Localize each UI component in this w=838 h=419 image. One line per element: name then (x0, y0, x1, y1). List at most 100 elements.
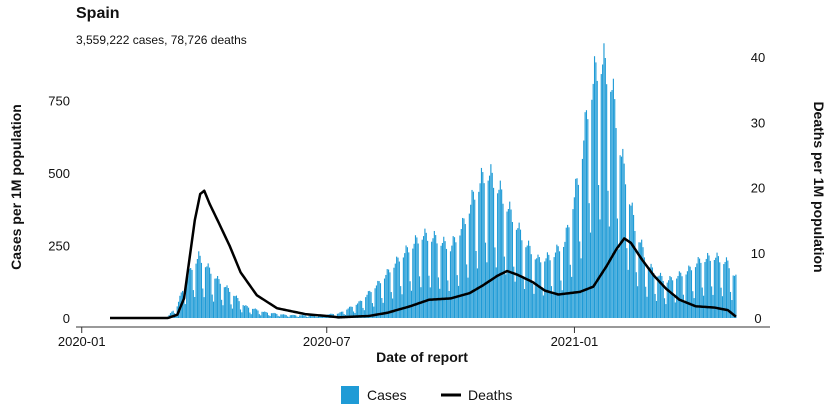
cases-bar (425, 232, 427, 318)
legend-cases-label: Cases (367, 387, 407, 403)
cases-bar (289, 315, 291, 318)
cases-bar (581, 158, 583, 318)
cases-bar (265, 312, 267, 318)
cases-bar (445, 248, 448, 318)
cases-bar (250, 314, 252, 318)
cases-bar (725, 257, 728, 318)
cases-bar (587, 119, 589, 318)
cases-bar (549, 260, 551, 318)
cases-bar (413, 243, 415, 318)
cases-bar (719, 262, 721, 318)
cases-bar (219, 283, 221, 318)
cases-bar (681, 276, 683, 318)
cases-bar (633, 214, 635, 318)
cases-bar (408, 252, 410, 318)
cases-bar (222, 305, 224, 318)
cases-bar (724, 261, 726, 318)
cases-bar (357, 303, 359, 318)
cases-bar (233, 295, 235, 318)
cases-bar (230, 304, 232, 318)
cases-bar (282, 314, 285, 318)
cases-bar (509, 201, 511, 318)
cases-bar (729, 291, 732, 318)
cases-bar (378, 281, 380, 318)
cases-bar (388, 269, 390, 318)
cases-bar (269, 316, 271, 318)
cases-bar (560, 280, 562, 318)
cases-bar (584, 112, 586, 319)
cases-bar (493, 187, 495, 318)
cases-bar (680, 272, 682, 318)
cases-bar (475, 251, 477, 318)
cases-bar (663, 298, 666, 318)
cases-bar (338, 313, 340, 318)
cases-bar (208, 267, 211, 318)
cases-bar (365, 297, 367, 318)
cases-bar (409, 281, 411, 318)
cases-bar (588, 203, 590, 318)
cases-bar (435, 235, 437, 318)
cases-bar (308, 315, 310, 318)
cases-bar (576, 178, 578, 318)
cases-bar (717, 256, 719, 318)
cases-bar (673, 296, 675, 318)
cases-bar (243, 305, 246, 318)
cases-bar (507, 208, 509, 318)
cases-bar (711, 286, 713, 318)
cases-bar (284, 314, 286, 318)
cases-bar (513, 266, 515, 318)
cases-bar (713, 260, 715, 318)
cases-bar (499, 180, 501, 318)
cases-bar (358, 301, 360, 318)
cases-bar (394, 263, 396, 318)
y-right-tick-label: 10 (751, 246, 765, 261)
cases-bar (623, 163, 625, 318)
cases-bar (602, 64, 604, 318)
cases-bar (561, 290, 563, 318)
cases-bar (532, 283, 534, 318)
cases-bar (172, 310, 174, 318)
cases-bar (653, 273, 655, 318)
cases-bar (432, 238, 434, 318)
cases-bar (393, 267, 395, 318)
y-axis-right-ticks: 0 10 20 30 40 (751, 50, 765, 326)
cases-bar (565, 227, 567, 318)
cases-bar (651, 267, 653, 318)
cases-bar (396, 256, 398, 318)
cases-bar (192, 290, 194, 318)
cases-bar (404, 253, 406, 318)
cases-bar (238, 301, 240, 318)
cases-bar (715, 257, 717, 318)
cases-bar (377, 280, 379, 318)
cases-bar (610, 91, 612, 318)
cases-bar (440, 245, 442, 318)
cases-bar (285, 315, 287, 318)
cases-bar (608, 226, 610, 318)
cases-bar (381, 298, 383, 318)
cases-bar (311, 315, 313, 318)
cases-bar (307, 317, 309, 318)
cases-bar (645, 286, 647, 318)
cases-bar (511, 222, 513, 318)
cases-bar (249, 312, 251, 318)
cases-bar (339, 312, 341, 318)
cases-bar (585, 110, 588, 318)
cases-bar (428, 275, 430, 318)
cases-bar (242, 305, 244, 318)
cases-bar (421, 239, 423, 318)
y-axis-left-title: Cases per 1M population (8, 104, 24, 270)
cases-bar (348, 306, 351, 318)
cases-bar (431, 241, 433, 318)
cases-bar (353, 311, 355, 318)
cases-bar (716, 252, 718, 318)
cases-bar (287, 316, 289, 318)
cases-bar (572, 209, 574, 318)
cases-bar (518, 222, 520, 318)
legend-cases-swatch (341, 386, 359, 404)
y-left-tick-label: 250 (48, 239, 70, 254)
cases-bar (536, 258, 538, 318)
cases-bar (276, 313, 278, 318)
cases-bar (304, 315, 306, 318)
cases-bar (392, 298, 394, 318)
cases-bar (494, 247, 496, 318)
